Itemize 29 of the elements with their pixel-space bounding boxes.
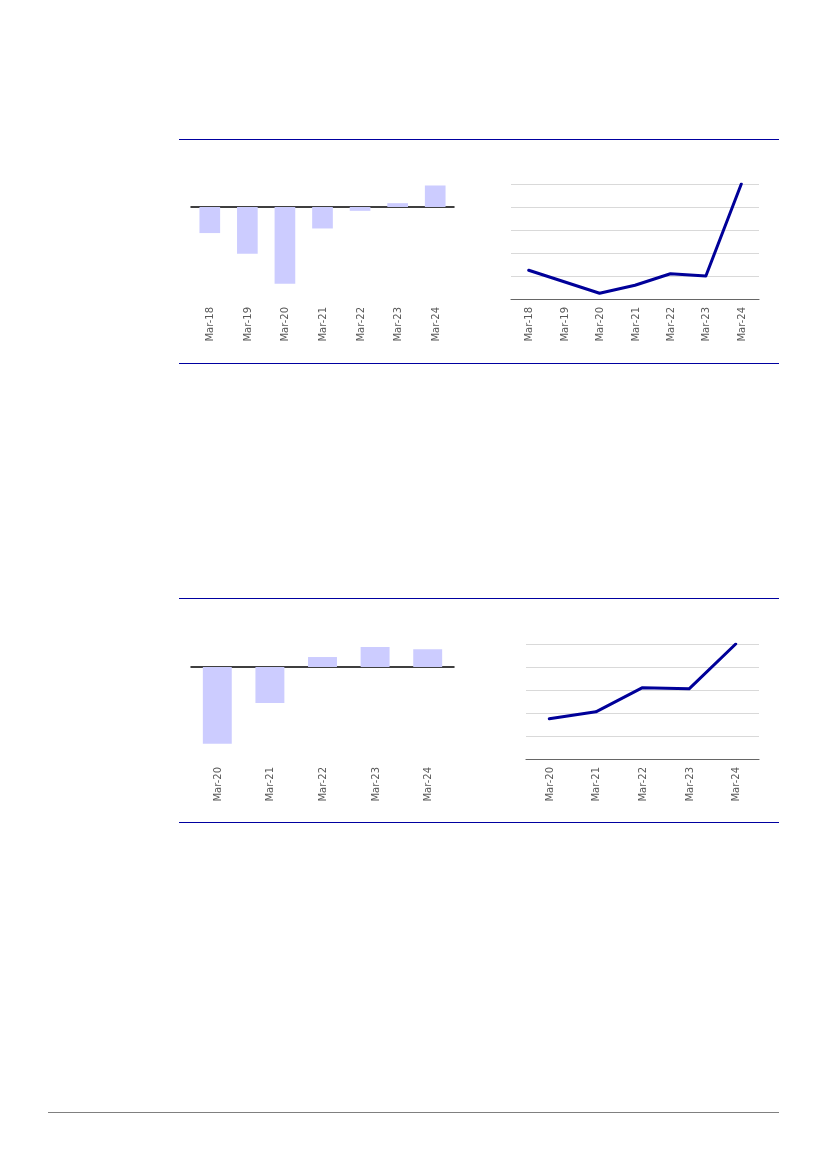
x-tick-label: Mar-22: [354, 307, 366, 342]
x-tick-label: Mar-22: [317, 767, 328, 802]
x-tick-label: Mar-21: [264, 767, 276, 802]
bar: [202, 667, 232, 744]
x-tick-label: Mar-24: [422, 767, 434, 802]
x-tick-label: Mar-24: [730, 767, 742, 802]
x-tick-label: Mar-20: [279, 307, 291, 342]
bar: [360, 647, 390, 667]
x-tick-label: Mar-21: [629, 307, 641, 342]
x-tick-label: Mar-22: [664, 307, 676, 342]
x-tick-label: Mar-23: [392, 307, 404, 342]
x-tick-label: Mar-18: [523, 307, 535, 342]
x-tick-label: Mar-24: [735, 307, 747, 342]
x-tick-label: Mar-18: [204, 307, 216, 342]
x-tick-label: Mar-20: [594, 307, 606, 342]
x-tick-label: Mar-21: [317, 307, 328, 342]
x-tick-label: Mar-22: [637, 767, 648, 802]
x-tick-label: Mar-20: [211, 767, 223, 802]
bar: [255, 667, 285, 704]
x-tick-label: Mar-21: [590, 767, 602, 802]
x-tick-label: Mar-23: [683, 767, 695, 802]
bar: [308, 657, 337, 667]
x-tick-label: Mar-23: [700, 307, 712, 342]
bar: [413, 649, 443, 667]
x-tick-label: Mar-19: [241, 307, 253, 342]
x-tick-label: Mar-24: [429, 307, 441, 342]
x-tick-label: Mar-19: [558, 307, 570, 342]
x-tick-label: Mar-23: [369, 767, 381, 802]
x-tick-label: Mar-20: [543, 767, 555, 802]
